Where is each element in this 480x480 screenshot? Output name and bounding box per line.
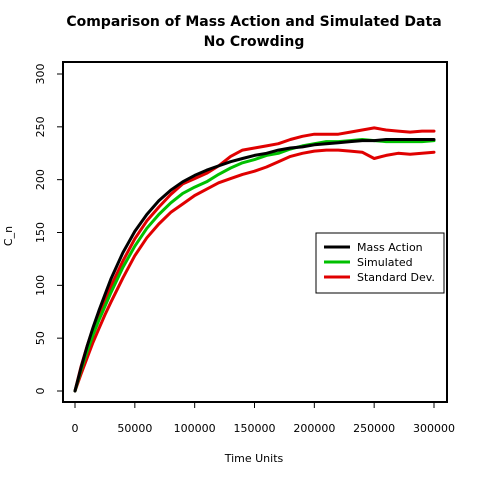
y-tick-label: 0 xyxy=(34,388,47,395)
x-axis-label: Time Units xyxy=(224,452,284,465)
y-tick-label: 100 xyxy=(34,275,47,296)
x-tick-label: 250000 xyxy=(353,422,395,435)
legend-box xyxy=(315,232,445,294)
x-tick-label: 0 xyxy=(72,422,79,435)
x-tick-label: 50000 xyxy=(117,422,152,435)
legend: Mass Action Simulated Standard Dev. xyxy=(315,232,445,294)
legend-label-simulated: Simulated xyxy=(357,256,413,269)
y-axis: 0 50 100 150 200 250 300 xyxy=(34,64,63,395)
x-tick-label: 200000 xyxy=(293,422,335,435)
x-tick-label: 300000 xyxy=(413,422,455,435)
chart-title: Comparison of Mass Action and Simulated … xyxy=(66,14,441,30)
plot-frame xyxy=(62,61,448,403)
y-tick-label: 250 xyxy=(34,116,47,137)
y-tick-label: 300 xyxy=(34,64,47,85)
x-axis: 0 50000 100000 150000 200000 250000 300000 xyxy=(72,402,455,435)
legend-label-standard-dev: Standard Dev. xyxy=(357,271,435,284)
legend-label-mass-action: Mass Action xyxy=(357,241,423,254)
x-tick-label: 100000 xyxy=(174,422,216,435)
series-line-standard-dev xyxy=(73,126,436,393)
x-tick-label: 150000 xyxy=(234,422,276,435)
series-layer xyxy=(73,126,436,393)
series-line-standard-dev-lower xyxy=(73,148,436,393)
chart-subtitle: No Crowding xyxy=(204,34,305,50)
y-tick-label: 50 xyxy=(34,331,47,345)
y-axis-label: C_n xyxy=(2,226,15,246)
y-tick-label: 150 xyxy=(34,222,47,243)
series-line-mass-action xyxy=(73,138,436,393)
y-tick-label: 200 xyxy=(34,169,47,190)
